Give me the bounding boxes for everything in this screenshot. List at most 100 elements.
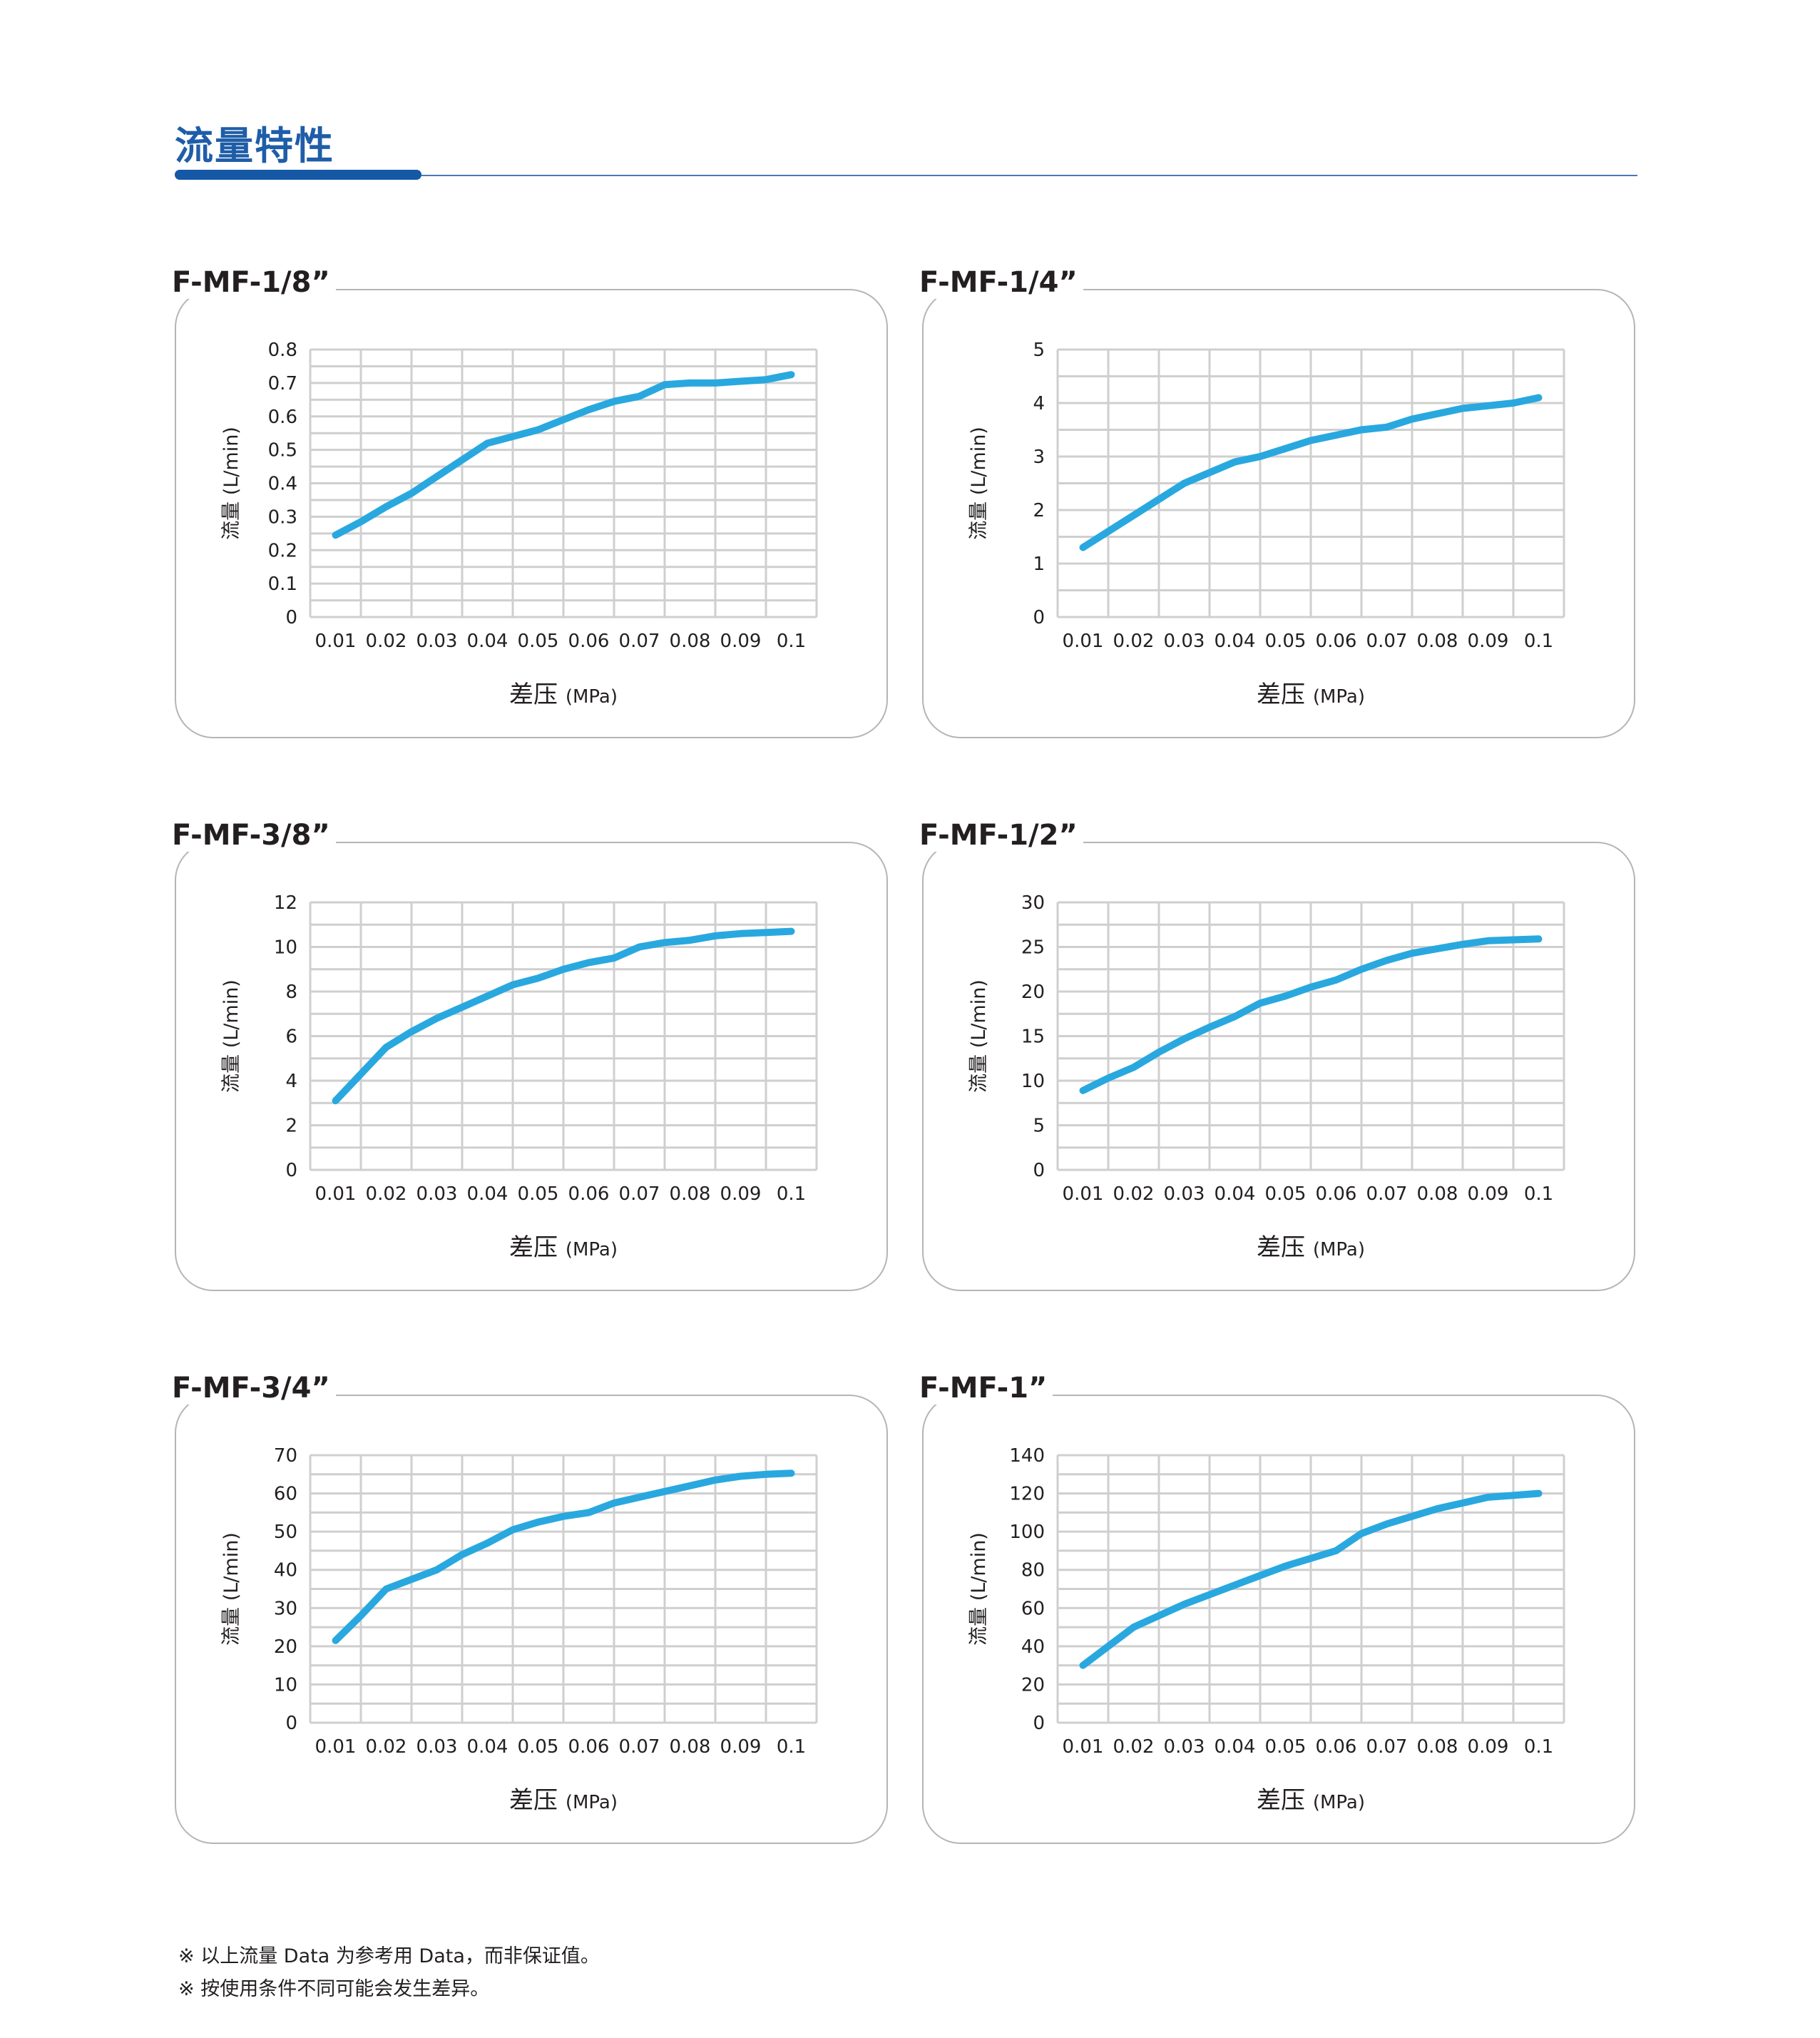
chart-panel-1-2: 0 5 10 15 20 25 30 0.01 0.02 0.03 0.04 0.05 0.06 0.07… [919, 819, 1635, 1291]
panel-title-rule [374, 289, 788, 290]
chart-title: F-MF-1/4” [919, 266, 1083, 299]
chart-panel-1-8: 0 0.1 0.2 0.3 0.4 0.5 0.6 0.7 0.8 0.01 0.02 0.03 0.0… [172, 266, 888, 738]
chart-frame [175, 289, 888, 738]
y-tick-label: 0 [1033, 1160, 1045, 1181]
flow-chart-1: 0 20 40 60 80 100 120 140 0.01 0.02 0.03 0.04 0.05 0.… [968, 1445, 1565, 1815]
x-axis-label: 差压 (MPa) [1257, 1233, 1365, 1262]
y-tick-label: 0.6 [268, 407, 297, 428]
x-tick-label: 0.09 [720, 1736, 762, 1758]
x-axis-label: 差压 (MPa) [509, 1233, 618, 1262]
x-axis-unit: (MPa) [1313, 1792, 1365, 1813]
x-tick-label: 0.03 [1164, 631, 1205, 652]
y-tick-label: 20 [1021, 982, 1045, 1003]
title-underline-rule [421, 175, 1637, 176]
x-axis-unit: (MPa) [566, 1239, 618, 1260]
x-tick-label: 0.04 [467, 631, 508, 652]
y-axis-label: 流量 (L/min) [220, 427, 242, 540]
section-title: 流量特性 [175, 123, 334, 168]
x-tick-label: 0.04 [1215, 631, 1256, 652]
x-tick-label: 0.02 [1113, 1736, 1155, 1758]
y-tick-label: 0 [285, 1713, 297, 1734]
x-tick-label: 0.03 [416, 1736, 458, 1758]
x-tick-label: 0.09 [1468, 631, 1509, 652]
y-tick-label: 1 [1033, 554, 1045, 575]
chart-panel-3-4: 0 10 20 30 40 50 60 70 0.01 0.02 0.03 0.04 0.05 0.06 0… [172, 1372, 888, 1844]
flow-series-line [332, 1469, 795, 1644]
x-tick-label: 0.07 [619, 631, 660, 652]
title-underline-accent [175, 170, 421, 180]
x-tick-label: 0.05 [518, 1736, 559, 1758]
flow-series-line [1079, 935, 1543, 1094]
flow-series-line [1079, 1489, 1543, 1669]
flow-chart-1-8: 0 0.1 0.2 0.3 0.4 0.5 0.6 0.7 0.8 0.01 0.02 0.03 0.0… [220, 340, 818, 709]
x-tick-label: 0.08 [670, 1736, 711, 1758]
x-tick-label: 0.1 [777, 1183, 806, 1205]
x-tick-label: 0.01 [1063, 1736, 1104, 1758]
y-tick-label: 15 [1021, 1026, 1045, 1048]
y-axis-label: 流量 (L/min) [220, 1532, 242, 1646]
y-tick-label: 30 [274, 1598, 297, 1619]
x-tick-label: 0.02 [366, 1736, 407, 1758]
chart-panel-1: 0 20 40 60 80 100 120 140 0.01 0.02 0.03 0.04 0.05 0.… [919, 1372, 1635, 1844]
chart-panel-1-4: 0 1 2 3 4 5 0.01 0.02 0.03 0.04 0.05 0.06 0.07 0.08 0.… [919, 266, 1635, 738]
x-tick-label: 0.03 [416, 631, 458, 652]
x-tick-label: 0.02 [1113, 631, 1155, 652]
y-tick-label: 0 [1033, 607, 1045, 628]
chart-title: F-MF-1” [919, 1372, 1053, 1405]
footnote-conditions: ※ 按使用条件不同可能会发生差异。 [178, 1978, 490, 2000]
x-tick-label: 0.06 [568, 1183, 610, 1205]
y-tick-label: 2 [285, 1116, 297, 1137]
x-tick-label: 0.1 [1524, 1736, 1553, 1758]
y-tick-label: 12 [274, 892, 297, 914]
y-tick-label: 0.5 [268, 440, 297, 462]
x-tick-label: 0.02 [366, 631, 407, 652]
x-tick-label: 0.09 [1468, 1736, 1509, 1758]
y-tick-label: 0 [285, 1160, 297, 1181]
footnote-reference: ※ 以上流量 Data 为参考用 Data，而非保证值。 [178, 1945, 600, 1967]
y-tick-label: 40 [274, 1560, 297, 1581]
x-tick-label: 0.06 [568, 1736, 610, 1758]
chart-panel-3-8: 0 2 4 6 8 10 12 0.01 0.02 0.03 0.04 0.05 0.06 0.07 0.0… [172, 819, 888, 1291]
x-tick-label: 0.01 [1063, 631, 1104, 652]
x-tick-label: 0.01 [1063, 1183, 1104, 1205]
x-tick-label: 0.08 [1417, 1736, 1458, 1758]
y-tick-label: 0.3 [268, 506, 297, 528]
chart-frame [175, 1395, 888, 1844]
y-tick-label: 20 [1021, 1674, 1045, 1696]
chart-title: F-MF-3/8” [172, 819, 336, 852]
x-axis-unit: (MPa) [566, 686, 618, 708]
panel-title-rule [1125, 842, 1535, 843]
x-axis-unit: (MPa) [1313, 686, 1365, 708]
x-tick-label: 0.08 [670, 631, 711, 652]
x-axis-label: 差压 (MPa) [1257, 1786, 1365, 1815]
flow-series-line [332, 371, 795, 539]
y-tick-label: 5 [1033, 340, 1045, 361]
y-tick-label: 0 [1033, 1713, 1045, 1734]
y-tick-label: 6 [285, 1026, 297, 1048]
x-tick-label: 0.05 [1265, 631, 1307, 652]
x-tick-label: 0.05 [518, 1183, 559, 1205]
x-tick-label: 0.05 [518, 631, 559, 652]
y-tick-label: 0.1 [268, 574, 297, 595]
x-tick-label: 0.06 [1316, 1183, 1357, 1205]
x-tick-label: 0.02 [1113, 1183, 1155, 1205]
y-tick-label: 8 [285, 982, 297, 1003]
y-tick-label: 4 [285, 1071, 297, 1092]
x-tick-label: 0.04 [467, 1183, 508, 1205]
flow-series-line [1079, 394, 1543, 551]
panel-title-rule [378, 842, 788, 843]
x-axis-label: 差压 (MPa) [1257, 681, 1365, 709]
x-tick-label: 0.01 [315, 1736, 357, 1758]
x-axis-label: 差压 (MPa) [509, 1786, 618, 1815]
flow-series-line [332, 927, 795, 1105]
x-axis-unit: (MPa) [1313, 1239, 1365, 1260]
x-tick-label: 0.02 [366, 1183, 407, 1205]
panel-title-rule [1100, 1395, 1535, 1396]
flow-chart-3-8: 0 2 4 6 8 10 12 0.01 0.02 0.03 0.04 0.05 0.06 0.07 0.0… [220, 892, 818, 1262]
x-tick-label: 0.08 [1417, 631, 1458, 652]
y-tick-label: 80 [1021, 1560, 1045, 1581]
y-tick-label: 3 [1033, 447, 1045, 468]
y-tick-label: 10 [274, 937, 297, 959]
y-tick-label: 25 [1021, 937, 1045, 959]
chart-frame [175, 842, 888, 1291]
